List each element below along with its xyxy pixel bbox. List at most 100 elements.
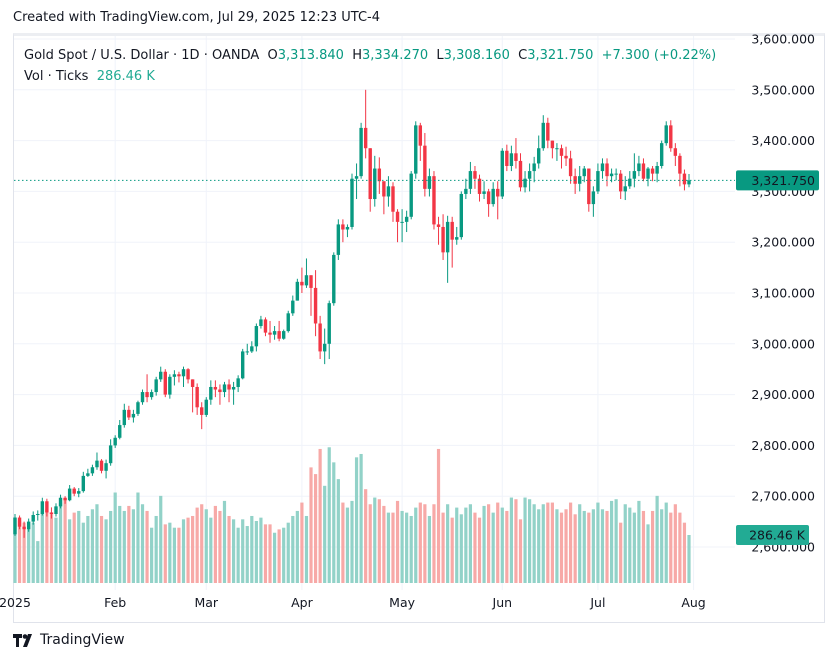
candle [641,158,646,182]
volume-bar [168,522,172,583]
candle-body [445,221,450,253]
volume-bar [359,453,363,583]
volume-bar [377,499,381,583]
candle-body [72,488,76,494]
candle-body [204,399,208,415]
low-value: 3,308.160 [443,48,510,63]
volume-bar [464,507,468,583]
volume-bar [99,515,104,583]
volume-bar [13,517,17,583]
candle [104,459,108,479]
volume-bar [528,499,532,583]
last-price-badge [736,170,819,191]
candle [108,439,113,466]
candle-body [259,319,263,327]
candle [72,487,76,497]
volume-bar [368,504,372,583]
candle [272,326,277,340]
candle [605,158,609,187]
candle-body [359,127,363,177]
volume-title[interactable]: Vol · Ticks [24,69,89,84]
volume-bar [90,509,95,583]
candle-body [500,150,504,197]
candle-body [350,178,354,227]
candle-body [628,178,632,187]
candle [127,405,131,420]
candle-body [609,173,614,177]
candle [67,485,72,502]
candle-body [95,460,99,468]
candle-body [559,148,564,156]
candle [477,174,482,202]
candle [559,144,564,169]
candle [168,374,172,399]
candle [404,210,409,233]
volume-bar [309,467,313,583]
candle-body [67,488,72,501]
candle [140,389,145,405]
candle [655,161,659,183]
candle-body [377,168,382,182]
candle [345,224,350,238]
volume-bar [68,519,72,583]
candle [436,216,441,245]
candle-body [222,384,227,393]
volume-bar [655,495,659,583]
volume-bar [509,497,513,583]
candle-body [450,221,454,240]
candle-body [669,125,673,149]
candle-body [241,351,245,379]
volume-value: 286.46 K [96,69,155,84]
volume-bar [436,448,441,583]
volume-bar [241,519,245,583]
candle [532,156,536,183]
candle-body [441,226,445,253]
candle-body [646,168,650,179]
candle [313,270,318,337]
candle-body [90,467,95,474]
candle [149,389,154,400]
candle-body [373,168,377,200]
candle [195,383,199,415]
candle [486,188,491,217]
volume-bar [136,492,140,583]
candle-body [304,275,309,286]
last-price-text: 3,321.750 [751,173,815,188]
candle [496,181,500,220]
candle [63,496,67,504]
candle-body [404,216,409,222]
volume-bar [77,510,81,583]
candle-body [263,319,268,333]
volume-bar [573,514,577,583]
candle [600,158,605,179]
candle-body [509,153,514,166]
volume-bar [373,497,377,583]
candle [254,323,259,352]
volume-bar [282,527,286,583]
candle [295,278,300,301]
candle [209,380,213,405]
candle-body [477,178,482,194]
candle-body [81,475,86,492]
candle [382,181,386,215]
volume-bar [682,522,687,583]
volume-bar [27,524,31,583]
volume-bar [291,515,295,583]
candle-body [578,176,582,184]
volume-bar [140,504,145,583]
candle-body [605,163,609,177]
candle-body [118,425,122,438]
price-tick-label: 3,400.000 [751,133,815,148]
candle [637,155,641,177]
candle [26,518,31,532]
symbol-title[interactable]: Gold Spot / U.S. Dollar · 1D · OANDA [24,48,260,63]
candle [669,120,673,152]
volume-bar [286,522,290,583]
candle-body [632,171,637,179]
candle-body [236,378,240,387]
candle-body [122,409,126,426]
volume-bar [250,515,254,583]
volume-bar [418,502,422,583]
price-tick-label: 3,200.000 [751,235,815,250]
